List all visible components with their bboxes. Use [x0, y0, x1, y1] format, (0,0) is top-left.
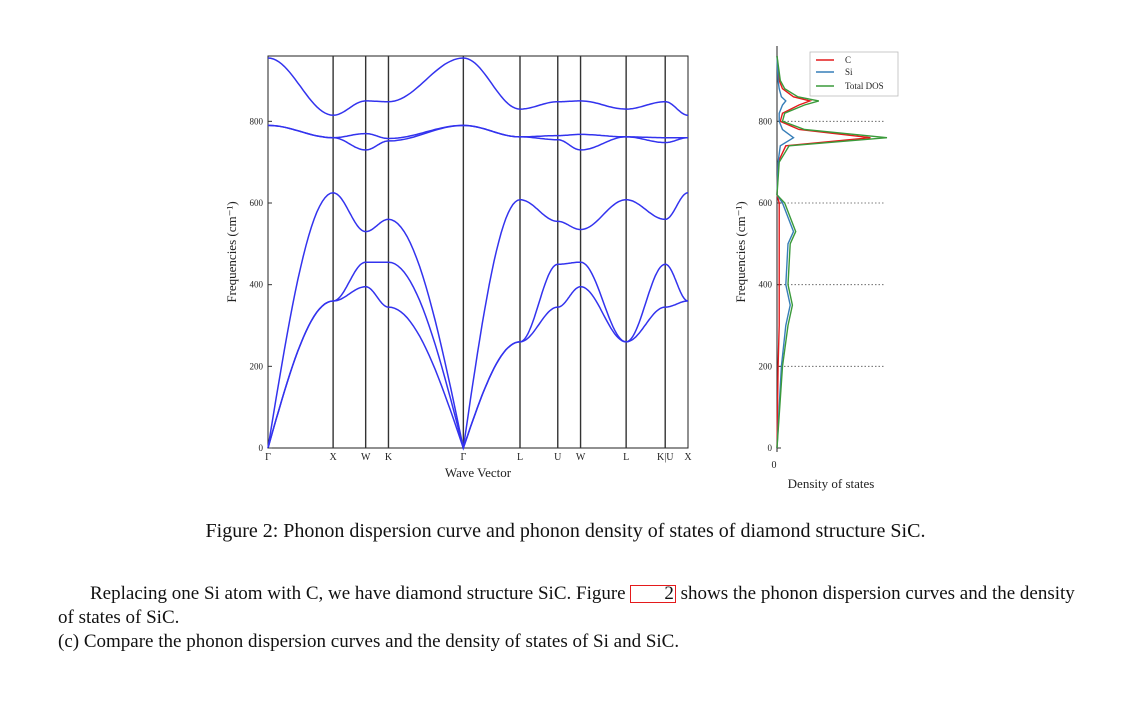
dos-ytick-label-1: 200: [759, 361, 773, 371]
paragraph-intro-text-1: Replacing one Si atom with C, we have di…: [90, 583, 631, 604]
disp-ytick-label-3: 600: [250, 198, 264, 208]
dos-x-tick-zero: 0: [772, 460, 777, 471]
dos-ytick-label-3: 600: [759, 198, 773, 208]
kpoint-label-6: U: [554, 452, 562, 463]
dos-legend: C Si Total DOS: [809, 51, 899, 97]
figure-reference-link[interactable]: 2: [630, 584, 676, 603]
dispersion-plot-frame: [267, 55, 689, 449]
dos-ytick-label-0: 0: [768, 443, 773, 453]
kpoint-label-4: Γ: [460, 452, 466, 463]
dos-curve-total-dos: [776, 55, 888, 449]
kpoint-label-7: W: [576, 452, 586, 463]
legend-label-si: Si: [845, 67, 853, 77]
phonon-branches: [267, 57, 689, 451]
disp-ytick-label-2: 400: [250, 280, 264, 290]
dos-curves: [776, 55, 888, 449]
dos-y-label: Frequencies (cm⁻¹): [733, 201, 748, 302]
phonon-branch-3: [267, 192, 689, 449]
kpoint-label-9: K|U: [657, 452, 674, 463]
dos-curve-si: [776, 55, 795, 449]
kpoint-label-0: Γ: [265, 452, 271, 463]
disp-ytick-label-4: 800: [250, 116, 264, 126]
disp-ytick-label-1: 200: [250, 361, 264, 371]
dos-ytick-label-4: 800: [759, 116, 773, 126]
dispersion-y-ticks: 0 200 400 600 800: [250, 116, 272, 453]
paragraph-intro: Replacing one Si atom with C, we have di…: [58, 582, 1078, 630]
dos-curve-c: [776, 55, 871, 449]
high-symmetry-lines: [332, 56, 666, 448]
dos-plot: 0 200 400 600 800 0 Density of states Freque…: [733, 46, 899, 491]
kpoint-label-3: K: [385, 452, 393, 463]
figure-caption: Figure 2: Phonon dispersion curve and ph…: [205, 520, 926, 542]
kpoint-label-8: L: [623, 452, 629, 463]
dos-x-label: Density of states: [788, 476, 875, 491]
phonon-branch-2: [267, 261, 689, 451]
phonon-branch-1: [267, 285, 688, 451]
dispersion-x-label: Wave Vector: [445, 465, 512, 480]
kpoint-label-5: L: [517, 452, 523, 463]
dos-reference-lines: [777, 120, 885, 367]
dispersion-x-ticks: Γ X W K Γ L U W L K|U X: [265, 452, 692, 463]
paragraph-intro-text-2: shows the phonon dispersion curves and t…: [58, 583, 1075, 628]
question-c: (c) Compare the phonon dispersion curves…: [58, 631, 680, 652]
kpoint-label-1: X: [329, 452, 337, 463]
dispersion-y-label: Frequencies (cm⁻¹): [224, 201, 239, 302]
dos-ytick-label-2: 400: [759, 280, 773, 290]
disp-ytick-label-0: 0: [259, 443, 264, 453]
legend-label-c: C: [845, 55, 851, 65]
kpoint-label-10: X: [684, 452, 692, 463]
legend-label-total: Total DOS: [845, 81, 884, 91]
phonon-branch-6: [267, 57, 688, 116]
kpoint-label-2: W: [361, 452, 371, 463]
phonon-branch-5: [267, 124, 688, 140]
